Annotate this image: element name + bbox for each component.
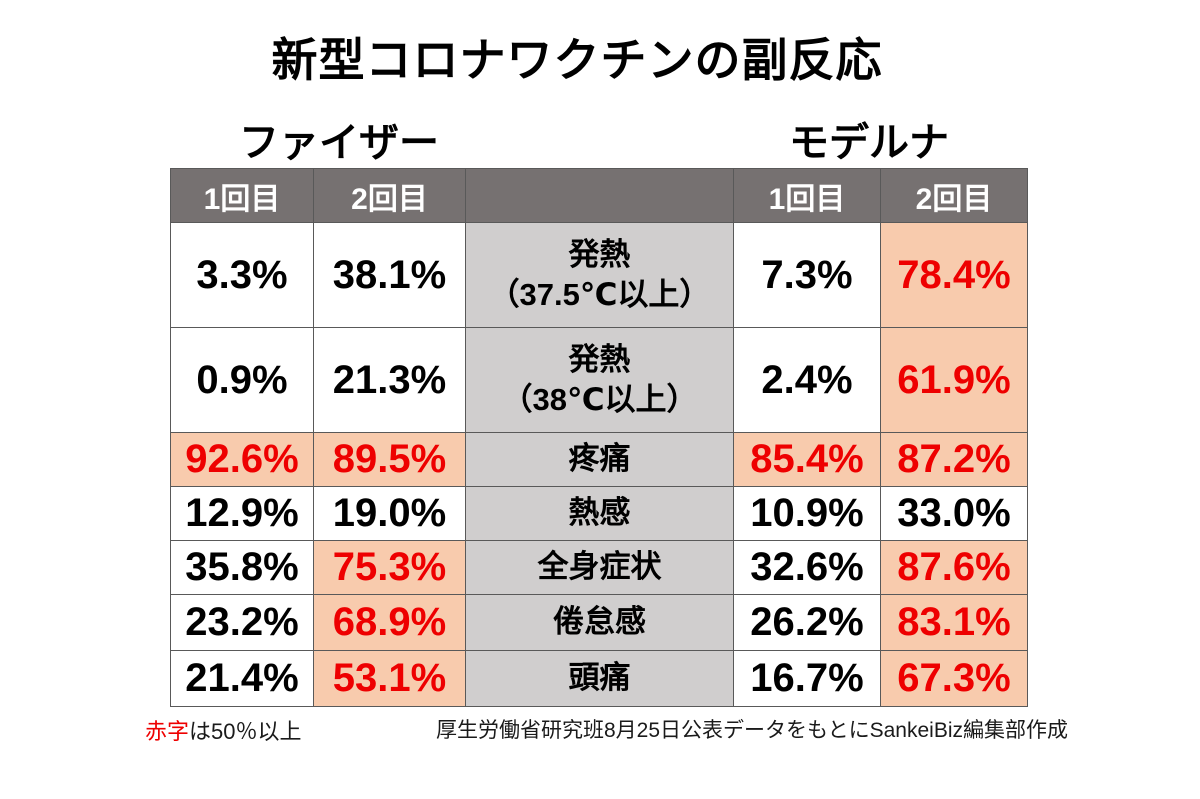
symptom-label: 倦怠感: [465, 594, 734, 651]
legend: 赤字は50％以上: [145, 714, 302, 746]
moderna-dose2-value: 87.2%: [880, 432, 1028, 487]
pfizer-dose2-value: 19.0%: [313, 486, 466, 541]
moderna-dose1-value: 26.2%: [733, 594, 881, 651]
col-header-moderna-dose1: 1回目: [733, 168, 881, 223]
pfizer-dose1-value: 3.3%: [170, 222, 314, 328]
moderna-dose2-value: 61.9%: [880, 327, 1028, 433]
col-header-pfizer-dose1: 1回目: [170, 168, 314, 223]
moderna-dose1-value: 32.6%: [733, 540, 881, 595]
pfizer-dose1-value: 21.4%: [170, 650, 314, 707]
pfizer-dose1-value: 92.6%: [170, 432, 314, 487]
symptom-label: 発熱 （38℃以上）: [465, 327, 734, 433]
pfizer-dose2-value: 21.3%: [313, 327, 466, 433]
moderna-dose1-value: 2.4%: [733, 327, 881, 433]
moderna-dose2-value: 87.6%: [880, 540, 1028, 595]
legend-text: は50％以上: [189, 719, 302, 744]
table-row: 23.2% 68.9% 倦怠感 26.2% 83.1%: [170, 594, 1028, 651]
group-title-moderna: モデルナ: [789, 121, 949, 165]
pfizer-dose1-value: 0.9%: [170, 327, 314, 433]
table-row: 0.9% 21.3% 発熱 （38℃以上） 2.4% 61.9%: [170, 327, 1028, 433]
page-title: 新型コロナワクチンの副反応: [271, 34, 883, 86]
pfizer-dose2-value: 38.1%: [313, 222, 466, 328]
symptom-label: 全身症状: [465, 540, 734, 595]
symptom-label: 熱感: [465, 486, 734, 541]
col-header-symptom: [465, 168, 734, 223]
pfizer-dose1-value: 23.2%: [170, 594, 314, 651]
symptom-label: 頭痛: [465, 650, 734, 707]
pfizer-dose2-value: 75.3%: [313, 540, 466, 595]
moderna-dose2-value: 33.0%: [880, 486, 1028, 541]
pfizer-dose1-value: 35.8%: [170, 540, 314, 595]
group-title-pfizer: ファイザー: [239, 121, 439, 165]
legend-red-term: 赤字: [145, 719, 190, 744]
col-header-moderna-dose2: 2回目: [880, 168, 1028, 223]
source-attribution: 厚生労働省研究班8月25日公表データをもとにSankeiBiz編集部作成: [436, 719, 1068, 742]
table-row: 12.9% 19.0% 熱感 10.9% 33.0%: [170, 486, 1028, 541]
col-header-pfizer-dose2: 2回目: [313, 168, 466, 223]
table-row: 35.8% 75.3% 全身症状 32.6% 87.6%: [170, 540, 1028, 595]
moderna-dose2-value: 83.1%: [880, 594, 1028, 651]
table-header-row: 1回目 2回目 1回目 2回目: [170, 168, 1028, 223]
table-row: 3.3% 38.1% 発熱 （37.5℃以上） 7.3% 78.4%: [170, 222, 1028, 328]
pfizer-dose2-value: 89.5%: [313, 432, 466, 487]
pfizer-dose1-value: 12.9%: [170, 486, 314, 541]
moderna-dose1-value: 10.9%: [733, 486, 881, 541]
table-row: 21.4% 53.1% 頭痛 16.7% 67.3%: [170, 650, 1028, 707]
moderna-dose2-value: 67.3%: [880, 650, 1028, 707]
moderna-dose2-value: 78.4%: [880, 222, 1028, 328]
moderna-dose1-value: 85.4%: [733, 432, 881, 487]
moderna-dose1-value: 16.7%: [733, 650, 881, 707]
moderna-dose1-value: 7.3%: [733, 222, 881, 328]
pfizer-dose2-value: 68.9%: [313, 594, 466, 651]
table-row: 92.6% 89.5% 疼痛 85.4% 87.2%: [170, 432, 1028, 487]
side-effects-table: 1回目 2回目 1回目 2回目 3.3% 38.1% 発熱 （37.5℃以上） …: [170, 168, 1028, 707]
symptom-label: 疼痛: [465, 432, 734, 487]
pfizer-dose2-value: 53.1%: [313, 650, 466, 707]
symptom-label: 発熱 （37.5℃以上）: [465, 222, 734, 328]
